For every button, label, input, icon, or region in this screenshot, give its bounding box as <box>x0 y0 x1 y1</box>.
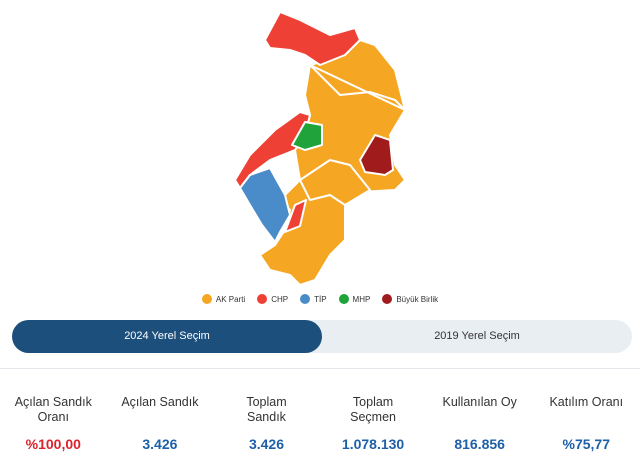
stat-label: Açılan Sandık Oranı <box>14 395 92 424</box>
legend-item: TİP <box>300 294 327 304</box>
district-map <box>234 11 406 286</box>
stat: Katılım Oranı %75,77 <box>533 395 640 452</box>
legend-item: CHP <box>257 294 288 304</box>
legend: AK Parti CHP TİP MHP Büyük Birlik <box>0 294 640 304</box>
stat-label: Toplam Seçmen <box>350 395 396 424</box>
legend-label: CHP <box>271 294 289 304</box>
stat: Açılan Sandık 3.426 <box>107 395 214 452</box>
stat-value: 1.078.130 <box>341 436 405 452</box>
divider <box>0 368 640 369</box>
legend-label: TİP <box>314 294 327 304</box>
legend-swatch <box>300 294 311 304</box>
stat: Kullanılan Oy 816.856 <box>426 395 533 452</box>
legend-item: Büyük Birlik <box>382 294 438 304</box>
legend-swatch <box>382 294 393 304</box>
region <box>299 159 371 206</box>
stat-label: Açılan Sandık <box>121 395 199 409</box>
legend-swatch <box>338 294 349 304</box>
stat: Toplam Sandık 3.426 <box>213 395 320 452</box>
region <box>264 11 361 66</box>
stat-value: 3.426 <box>142 436 178 452</box>
tab[interactable]: 2019 Yerel Seçim <box>434 330 520 342</box>
region <box>284 199 307 233</box>
region <box>239 167 291 243</box>
stat-value: 3.426 <box>248 436 284 452</box>
stats-row: Açılan Sandık Oranı %100,00 Açılan Sandık 3… <box>0 395 640 452</box>
tab-bar: 2024 Yerel Seçim 2019 Yerel Seçim <box>12 320 632 353</box>
stat-value: 816.856 <box>454 436 505 452</box>
stat-label: Kullanılan Oy <box>442 395 517 409</box>
stat: Açılan Sandık Oranı %100,00 <box>0 395 107 452</box>
legend-label: MHP <box>352 294 371 304</box>
stat-label: Toplam Sandık <box>246 395 287 424</box>
legend-item: AK Parti <box>201 294 246 304</box>
stat: Toplam Seçmen 1.078.130 <box>320 395 427 452</box>
region <box>309 64 406 111</box>
legend-swatch <box>201 294 212 304</box>
legend-item: MHP <box>338 294 371 304</box>
stat-value: %75,77 <box>562 436 610 452</box>
tab[interactable]: 2024 Yerel Seçim <box>12 320 322 353</box>
legend-label: AK Parti <box>215 294 246 304</box>
region <box>291 121 323 151</box>
legend-label: Büyük Birlik <box>396 294 439 304</box>
region <box>359 134 394 176</box>
legend-swatch <box>257 294 268 304</box>
stat-value: %100,00 <box>25 436 81 452</box>
stat-label: Katılım Oranı <box>549 395 624 409</box>
